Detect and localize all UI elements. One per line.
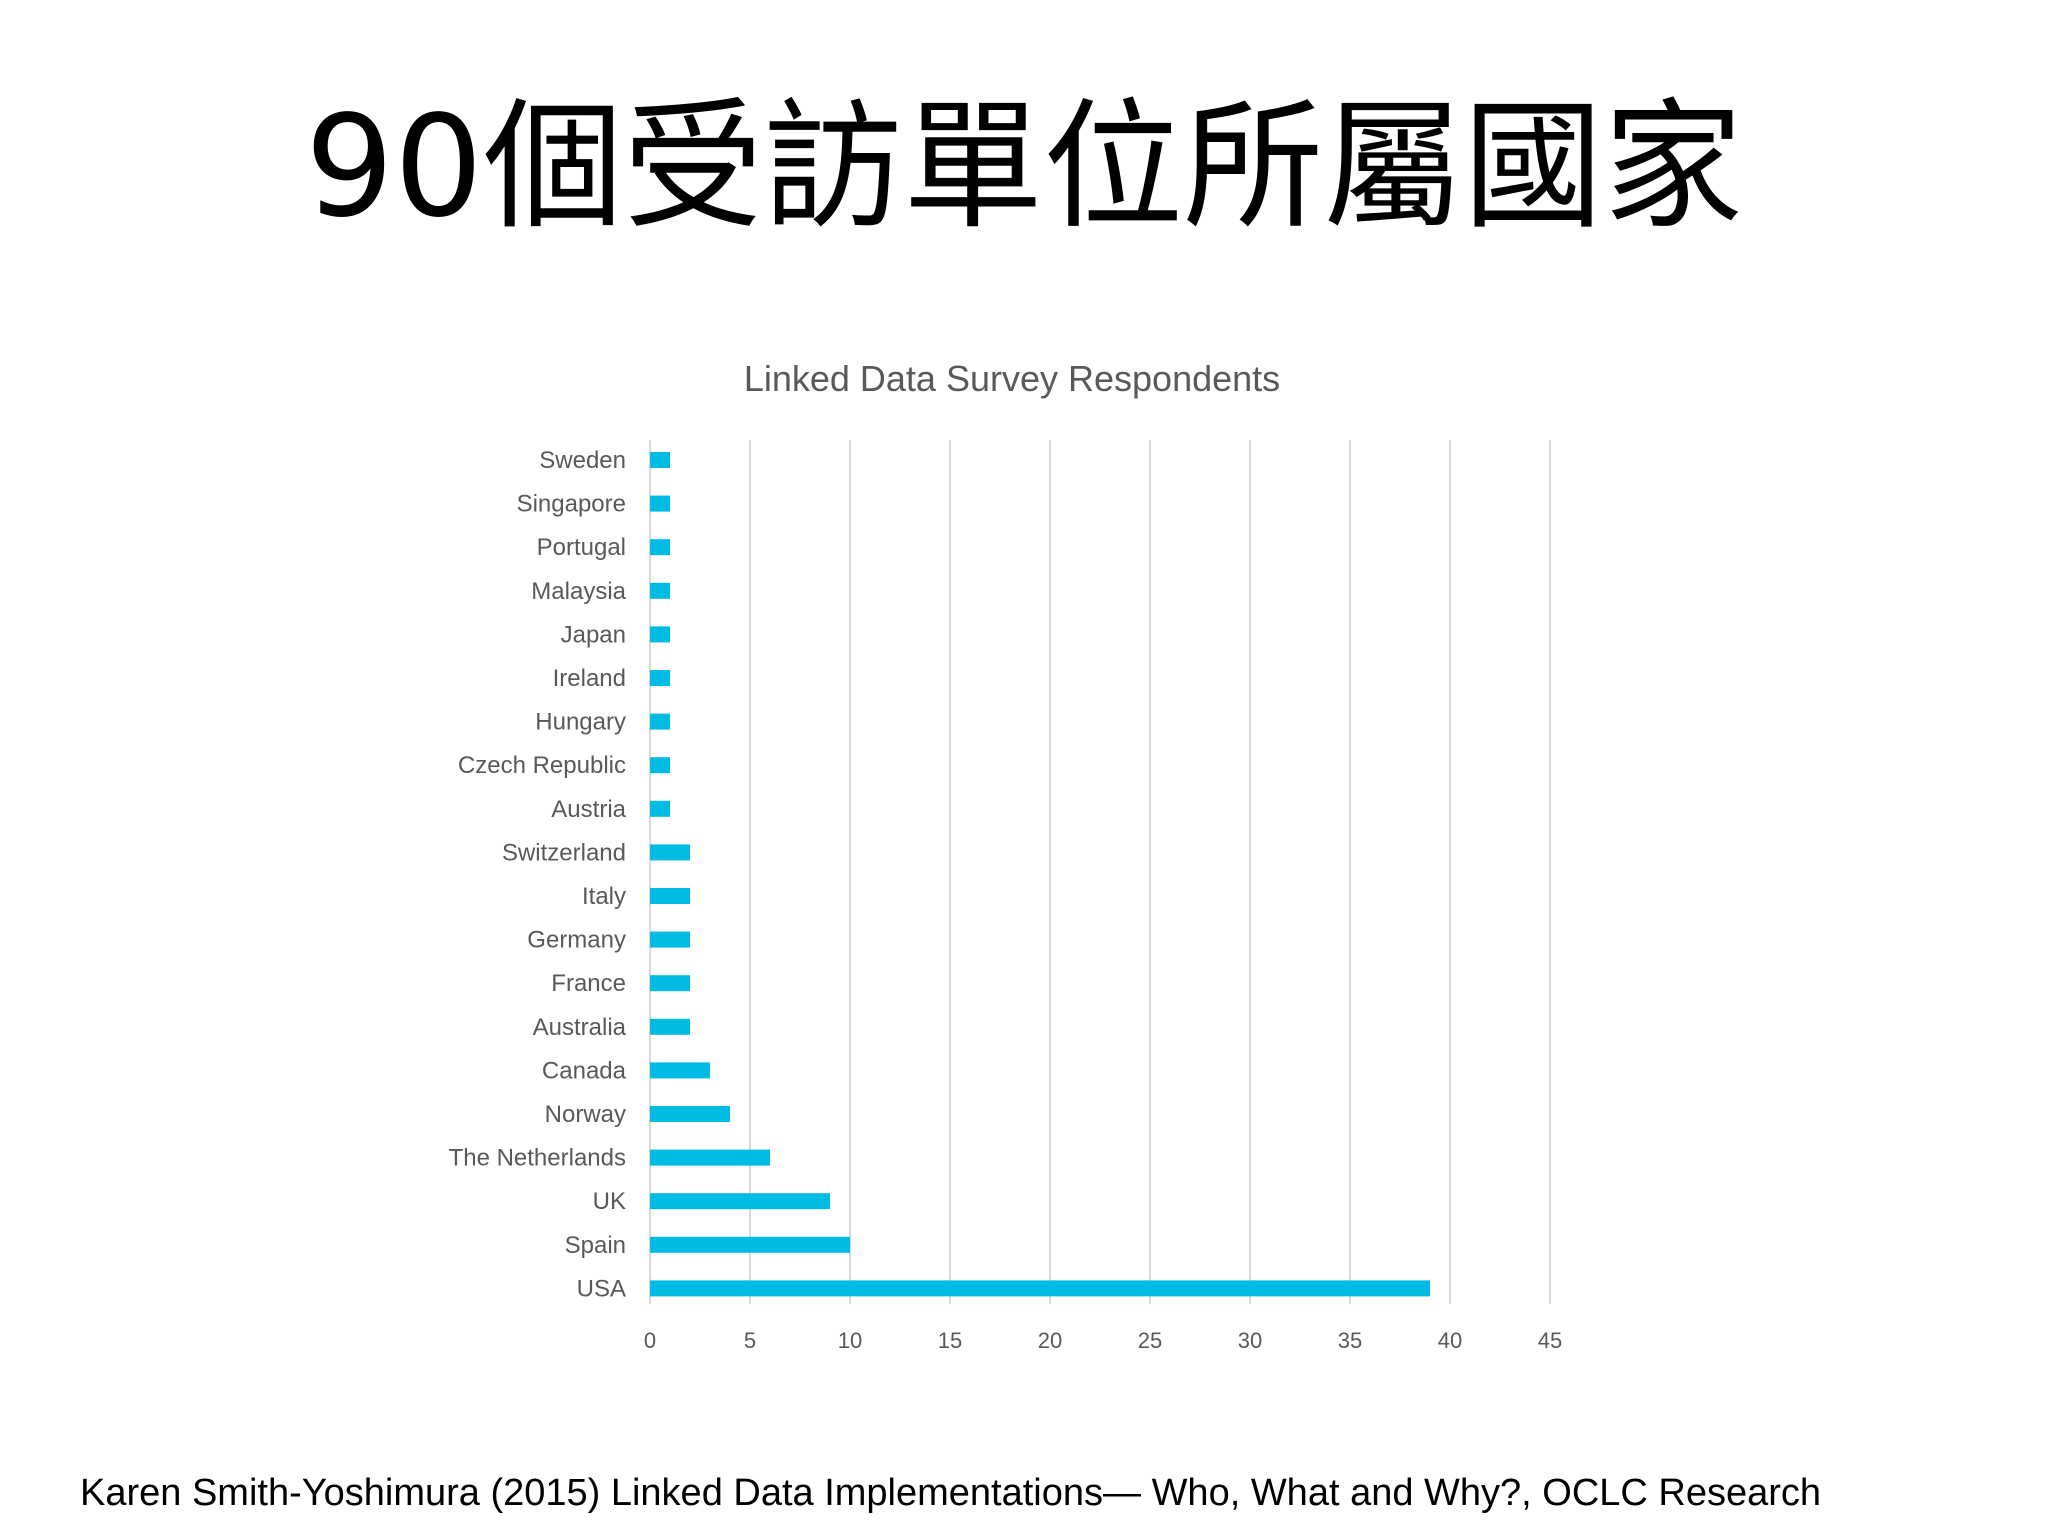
category-label: UK [593, 1188, 626, 1215]
category-labels: Sweden Singapore Portugal Malaysia Japan Irel… [449, 447, 627, 1302]
bar [650, 1193, 830, 1210]
x-tick-label: 20 [1038, 1328, 1062, 1353]
bar [650, 713, 670, 730]
x-tick-labels: 0 5 10 15 20 25 30 35 40 45 [644, 1328, 1562, 1353]
category-label: Germany [527, 927, 626, 954]
bar [650, 626, 670, 643]
x-tick-label: 5 [744, 1328, 756, 1353]
x-tick-label: 30 [1238, 1328, 1262, 1353]
bar [650, 539, 670, 556]
bar [650, 452, 670, 468]
x-tick-label: 15 [938, 1328, 962, 1353]
category-label: Switzerland [502, 839, 626, 866]
x-tick-label: 10 [838, 1328, 862, 1353]
bar [650, 582, 670, 599]
x-tick-label: 25 [1138, 1328, 1162, 1353]
bar [650, 844, 690, 861]
category-label: Austria [551, 796, 626, 823]
bar [650, 670, 670, 686]
x-tick-label: 45 [1538, 1328, 1562, 1353]
bar [650, 1106, 730, 1122]
bar [650, 1149, 770, 1166]
category-label: Czech Republic [458, 752, 626, 779]
bar [650, 1018, 690, 1035]
category-label: Spain [565, 1232, 626, 1259]
category-label: Hungary [535, 709, 626, 736]
category-label: Italy [582, 883, 626, 910]
x-tick-label: 35 [1338, 1328, 1362, 1353]
bar [650, 1062, 710, 1079]
gridlines [649, 440, 1551, 1304]
bar [650, 757, 670, 774]
category-label: Japan [561, 621, 626, 648]
citation: Karen Smith-Yoshimura (2015) Linked Data… [80, 1472, 1822, 1514]
category-label: The Netherlands [449, 1145, 626, 1172]
bar [650, 800, 670, 817]
category-label: France [551, 970, 626, 997]
slide-title: 90個受訪單位所屬國家 [304, 86, 1744, 249]
category-label: Portugal [537, 534, 626, 561]
chart-title: Linked Data Survey Respondents [744, 358, 1280, 399]
category-label: Canada [542, 1057, 627, 1084]
bar [650, 931, 690, 948]
bar [650, 1236, 850, 1253]
category-label: Ireland [553, 665, 626, 692]
bar [650, 495, 670, 512]
category-label: Australia [533, 1014, 627, 1041]
bar [650, 1280, 1430, 1297]
x-tick-label: 0 [644, 1328, 656, 1353]
category-label: Sweden [539, 447, 626, 474]
category-label: Malaysia [531, 578, 626, 605]
bar [650, 975, 690, 992]
category-label: Singapore [517, 491, 626, 518]
bar [650, 888, 690, 904]
bars [650, 452, 1430, 1297]
x-tick-label: 40 [1438, 1328, 1462, 1353]
category-label: USA [577, 1275, 626, 1302]
category-label: Norway [545, 1101, 626, 1128]
